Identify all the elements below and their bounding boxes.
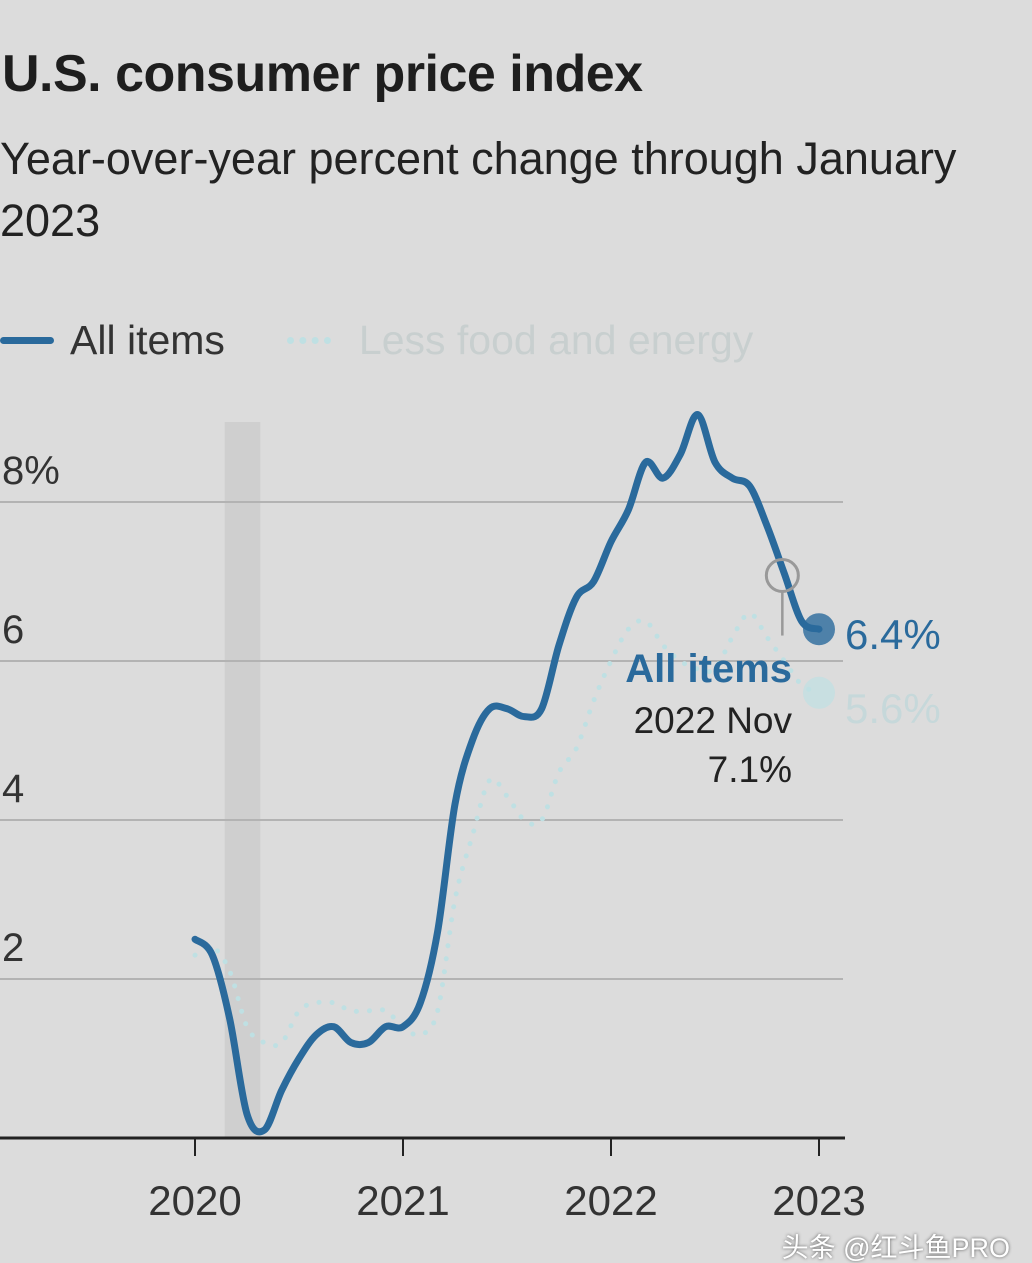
end-label-core: 5.6% <box>845 685 941 732</box>
x-tick-label: 2023 <box>772 1177 865 1224</box>
legend-swatch-solid <box>0 336 54 344</box>
y-tick-label: 2 <box>2 926 24 970</box>
legend-item-all-items[interactable]: All items <box>0 317 225 364</box>
y-tick-label: 6 <box>2 608 24 652</box>
x-tick-label: 2020 <box>148 1177 241 1224</box>
watermark: 头条 @红斗鱼PRO <box>781 1233 1010 1263</box>
tooltip-date: 2022 Nov <box>634 700 793 741</box>
chart-subtitle: Year-over-year percent change through Ja… <box>0 133 957 246</box>
end-dot-all-items <box>803 613 835 646</box>
legend-item-core[interactable]: Less food and energy <box>286 316 754 364</box>
legend-label: All items <box>70 316 225 363</box>
x-tick-label: 2021 <box>356 1177 449 1224</box>
legend-label: Less food and energy <box>358 316 754 363</box>
tooltip-value: 7.1% <box>708 749 792 790</box>
tooltip-series: All items <box>625 647 792 691</box>
x-tick-label: 2022 <box>564 1177 657 1224</box>
legend-swatch-dotted <box>286 336 331 344</box>
y-tick-label: 4 <box>2 767 24 811</box>
chart-title: U.S. consumer price index <box>2 45 643 103</box>
end-dot-core <box>803 676 835 709</box>
legend: All items Less food and energy <box>0 314 815 366</box>
end-label-all-items: 6.4% <box>845 611 941 658</box>
y-tick-label: 8% <box>2 449 60 493</box>
series-line-all-items <box>191 411 823 1136</box>
